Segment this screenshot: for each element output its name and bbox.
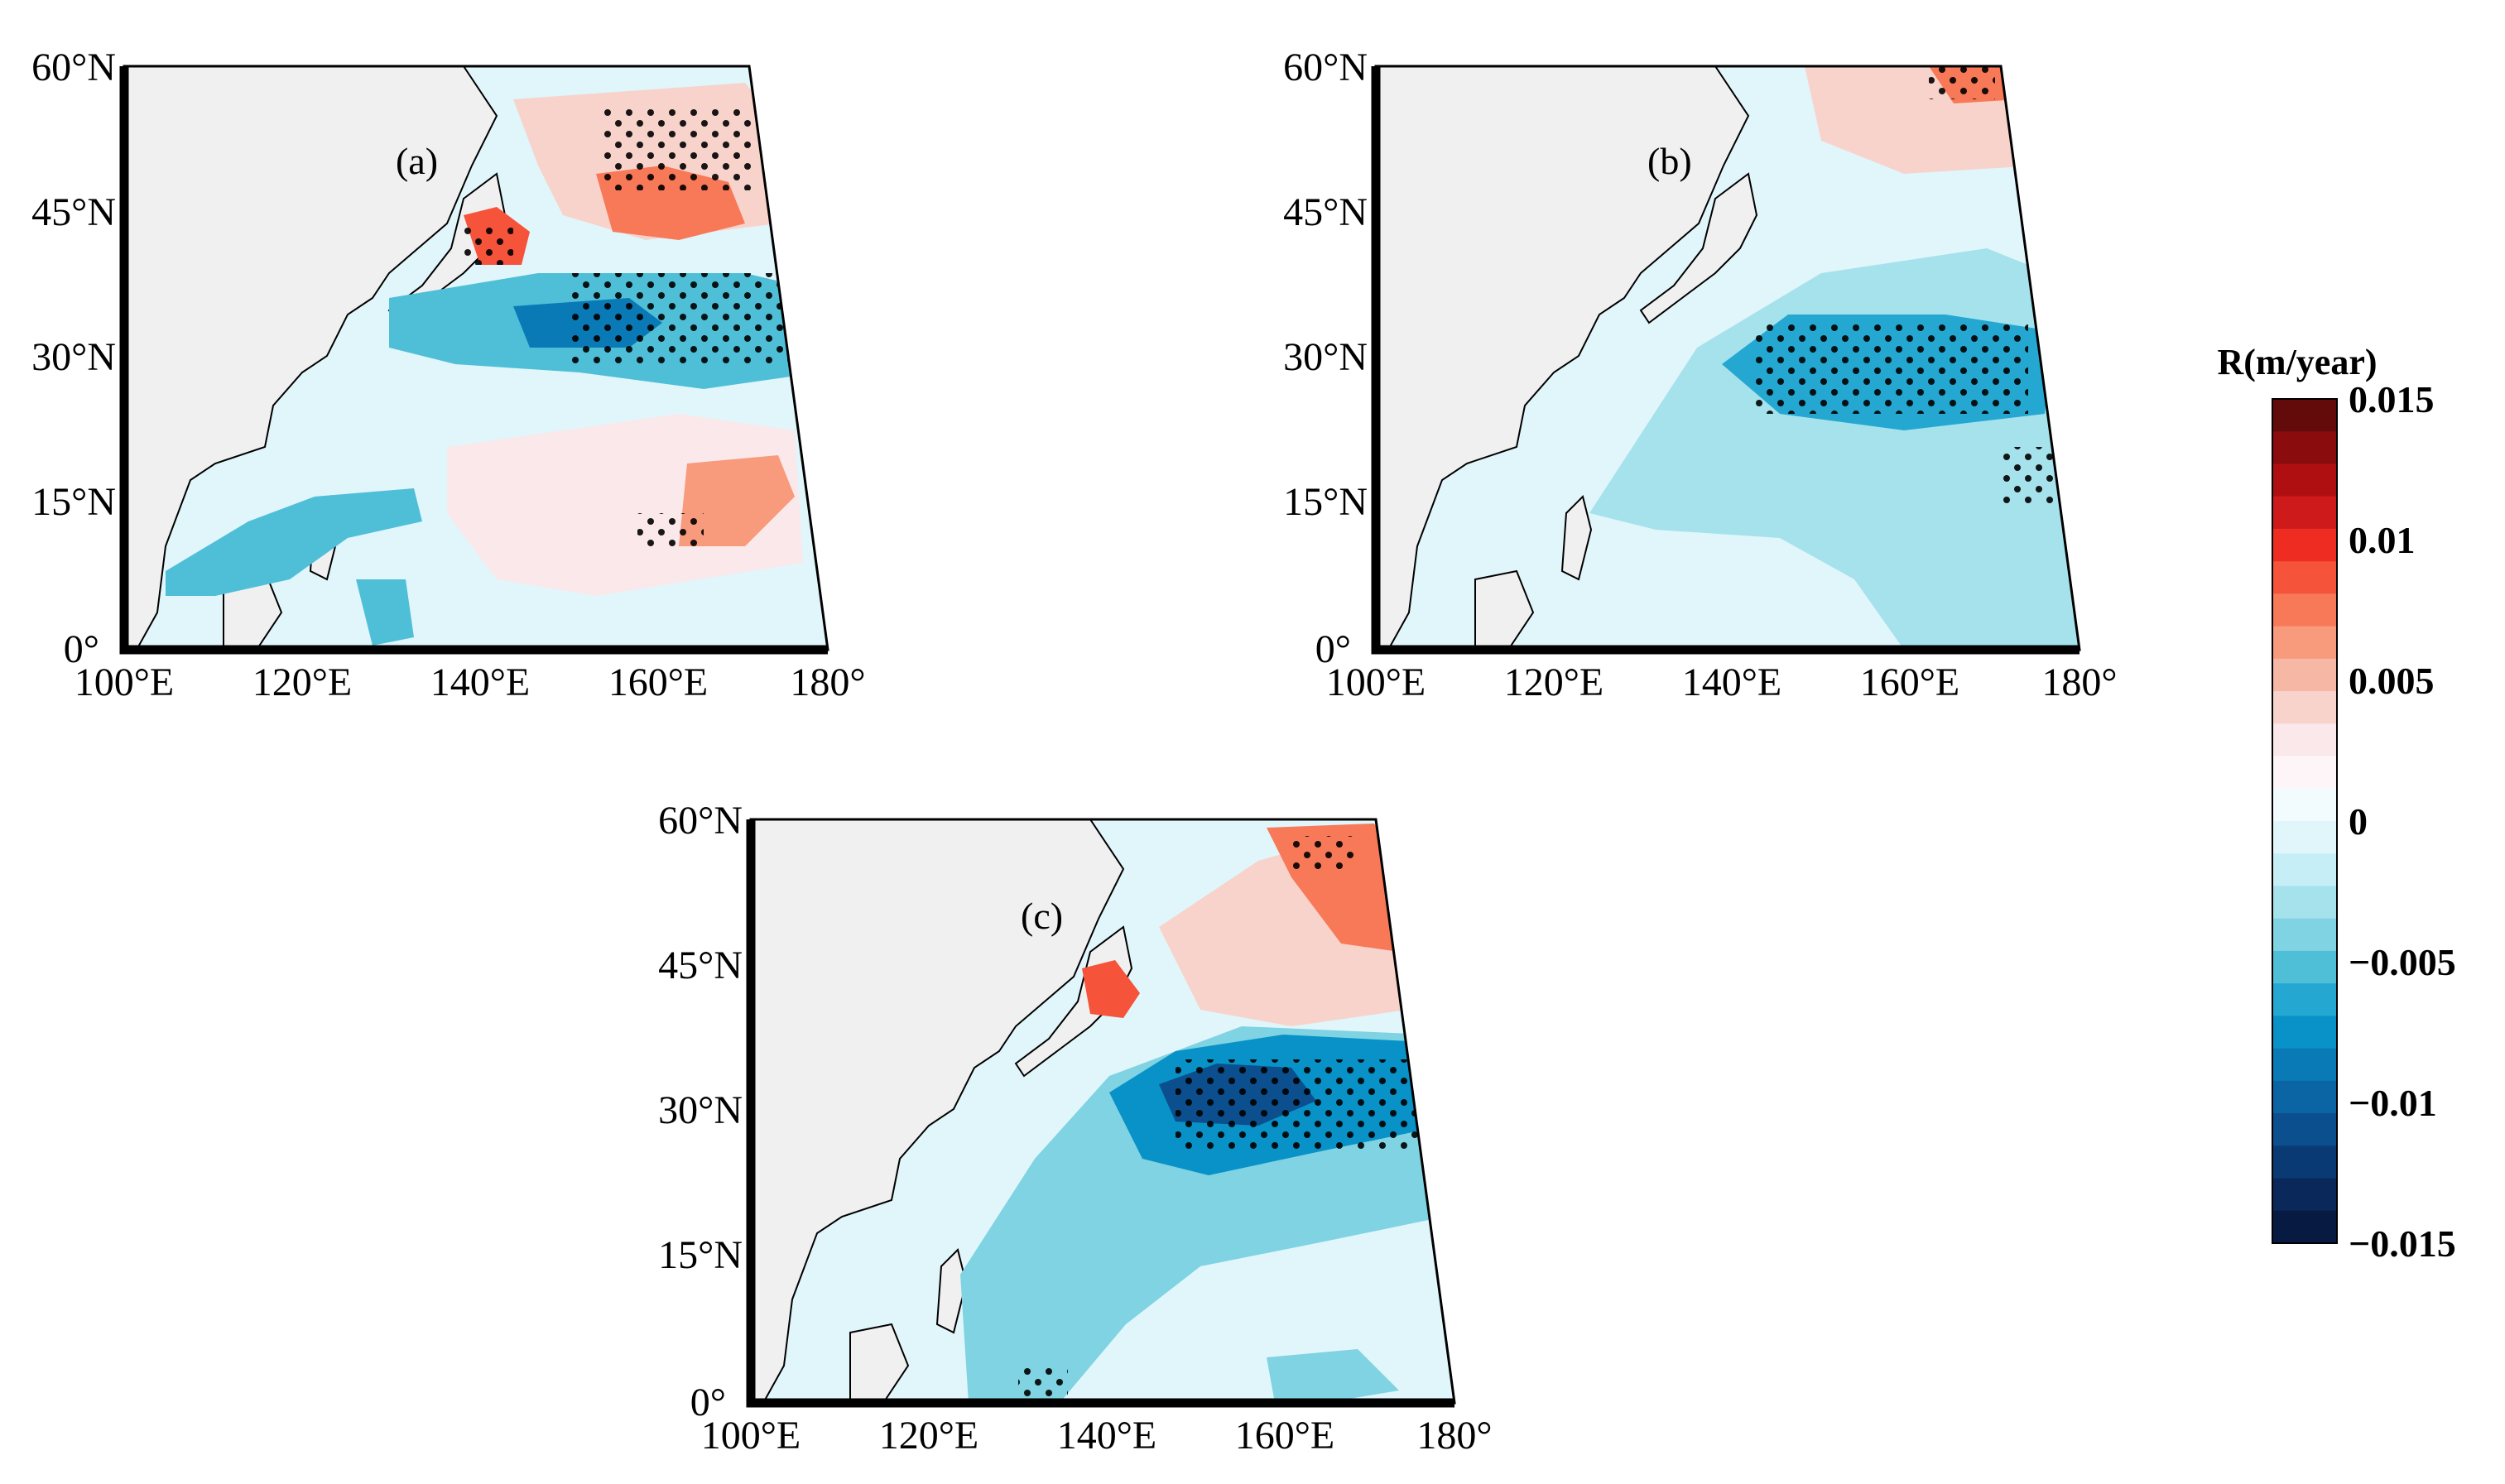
land-asia bbox=[751, 819, 1125, 1403]
colorbar-swatch bbox=[2272, 1113, 2337, 1146]
colorbar-swatch bbox=[2272, 1210, 2337, 1244]
colorbar-swatch bbox=[2272, 788, 2337, 822]
lon-tick-labels: 100°E 120°E 140°E 160°E 180° bbox=[1326, 660, 2118, 704]
lat-label-45: 45°N bbox=[658, 944, 743, 987]
lat-tick-labels: 60°N 45°N 30°N 15°N 0° bbox=[658, 799, 743, 1424]
frame-tick-bar bbox=[1371, 66, 2079, 655]
colorbar-border bbox=[2272, 398, 2338, 1244]
colorbar-swatch bbox=[2272, 1178, 2337, 1212]
lon-label-140: 140°E bbox=[430, 660, 531, 704]
map-panel-b: (b) 60°N 45°N 30°N 15°N 0° 100°E 120°E 1… bbox=[1283, 46, 2117, 704]
lon-tick-labels: 100°E 120°E 140°E 160°E 180° bbox=[75, 660, 866, 704]
land-japan bbox=[1639, 172, 1758, 324]
panel-label: (c) bbox=[1021, 895, 1063, 937]
colorbar-swatch bbox=[2272, 691, 2337, 724]
colorbar-swatch bbox=[2272, 886, 2337, 920]
colorbar-swatch bbox=[2272, 399, 2337, 432]
lon-tick-labels: 100°E 120°E 140°E 160°E 180° bbox=[701, 1414, 1493, 1458]
land-borneo bbox=[849, 1323, 910, 1403]
lat-label-0: 0° bbox=[1315, 627, 1351, 671]
colorbar-swatch bbox=[2272, 1145, 2337, 1179]
colorbar-swatch bbox=[2272, 1048, 2337, 1082]
lat-label-0: 0° bbox=[64, 627, 99, 671]
colorbar-swatch bbox=[2272, 561, 2337, 594]
lon-label-180: 180° bbox=[2041, 660, 2117, 704]
colorbar-swatch bbox=[2272, 658, 2337, 692]
colorbar-title: R(m/year) bbox=[2217, 342, 2377, 382]
anomaly-positive-subtropic bbox=[447, 414, 803, 596]
colorbar-tick-001: 0.01 bbox=[2349, 519, 2416, 561]
lon-label-120: 120°E bbox=[1504, 660, 1604, 704]
colorbar-swatch bbox=[2272, 626, 2337, 660]
land-borneo bbox=[1474, 569, 1535, 650]
lat-label-15: 15°N bbox=[658, 1233, 743, 1277]
land-philippines bbox=[935, 1248, 968, 1334]
lat-label-30: 30°N bbox=[1283, 335, 1368, 379]
anomaly-negative-south bbox=[1267, 1349, 1399, 1403]
lat-label-30: 30°N bbox=[658, 1088, 743, 1132]
colorbar-tick-neg0015: −0.015 bbox=[2349, 1222, 2456, 1265]
colorbar-swatch bbox=[2272, 723, 2337, 757]
colorbar-swatch bbox=[2272, 821, 2337, 854]
lon-label-180: 180° bbox=[790, 660, 865, 704]
lat-label-15: 15°N bbox=[31, 480, 116, 524]
colorbar-swatch bbox=[2272, 918, 2337, 952]
lon-label-160: 160°E bbox=[1235, 1414, 1335, 1458]
colorbar-swatch bbox=[2272, 853, 2337, 886]
lon-label-120: 120°E bbox=[879, 1414, 979, 1458]
frame-tick-bar bbox=[746, 819, 1454, 1408]
lon-label-160: 160°E bbox=[608, 660, 709, 704]
colorbar-swatch bbox=[2272, 1016, 2337, 1049]
lat-label-60: 60°N bbox=[658, 799, 743, 843]
lat-tick-labels: 60°N 45°N 30°N 15°N 0° bbox=[31, 46, 116, 671]
panel-label: (a) bbox=[396, 140, 438, 182]
lat-tick-labels: 60°N 45°N 30°N 15°N 0° bbox=[1283, 46, 1368, 671]
lon-label-180: 180° bbox=[1416, 1414, 1492, 1458]
anomaly-positive-japan bbox=[1082, 960, 1140, 1018]
colorbar-tick-neg001: −0.01 bbox=[2349, 1082, 2437, 1124]
lon-label-160: 160°E bbox=[1860, 660, 1960, 704]
lat-label-45: 45°N bbox=[1283, 190, 1368, 234]
land-asia bbox=[124, 66, 498, 650]
anomaly-positive-tropic bbox=[679, 455, 795, 546]
frame-tick-bar bbox=[119, 66, 828, 655]
anomaly-negative-west bbox=[166, 488, 422, 596]
panel-label: (b) bbox=[1647, 140, 1692, 182]
colorbar-tick-0005: 0.005 bbox=[2349, 660, 2435, 702]
colorbar: R(m/year) 0.015 0.01 0.005 0 −0.005 −0.0… bbox=[2217, 342, 2455, 1265]
colorbar-swatch bbox=[2272, 950, 2337, 984]
land-philippines bbox=[1560, 495, 1593, 581]
lat-label-30: 30°N bbox=[31, 335, 116, 379]
colorbar-swatches bbox=[2272, 399, 2337, 1244]
colorbar-swatch bbox=[2272, 431, 2337, 464]
colorbar-swatch bbox=[2272, 463, 2337, 497]
colorbar-swatch bbox=[2272, 528, 2337, 562]
colorbar-swatch bbox=[2272, 496, 2337, 530]
colorbar-tick-neg0005: −0.005 bbox=[2349, 941, 2456, 983]
colorbar-swatch bbox=[2272, 593, 2337, 627]
map-panel-a: (a) 60°N 45°N 30°N 15°N 0° 100°E 120°E 1… bbox=[31, 46, 865, 704]
lon-label-140: 140°E bbox=[1057, 1414, 1157, 1458]
lon-label-120: 120°E bbox=[252, 660, 353, 704]
colorbar-tick-0: 0 bbox=[2349, 800, 2368, 843]
lat-label-15: 15°N bbox=[1283, 480, 1368, 524]
lat-label-60: 60°N bbox=[31, 46, 116, 89]
colorbar-swatch bbox=[2272, 983, 2337, 1016]
lat-label-0: 0° bbox=[690, 1381, 726, 1424]
colorbar-swatch bbox=[2272, 756, 2337, 790]
lat-label-45: 45°N bbox=[31, 190, 116, 234]
land-asia bbox=[1376, 66, 1750, 650]
lon-label-100: 100°E bbox=[701, 1414, 801, 1458]
colorbar-swatch bbox=[2272, 1080, 2337, 1114]
lat-label-60: 60°N bbox=[1283, 46, 1368, 89]
lon-label-100: 100°E bbox=[75, 660, 175, 704]
lon-label-140: 140°E bbox=[1682, 660, 1782, 704]
anomaly-negative-sw bbox=[356, 579, 414, 646]
map-panel-c: (c) 60°N 45°N 30°N 15°N 0° 100°E 120°E 1… bbox=[658, 799, 1492, 1458]
colorbar-tick-0015: 0.015 bbox=[2349, 378, 2435, 420]
lon-label-100: 100°E bbox=[1326, 660, 1426, 704]
colorbar-ticks: 0.015 0.01 0.005 0 −0.005 −0.01 −0.015 bbox=[2349, 378, 2456, 1265]
